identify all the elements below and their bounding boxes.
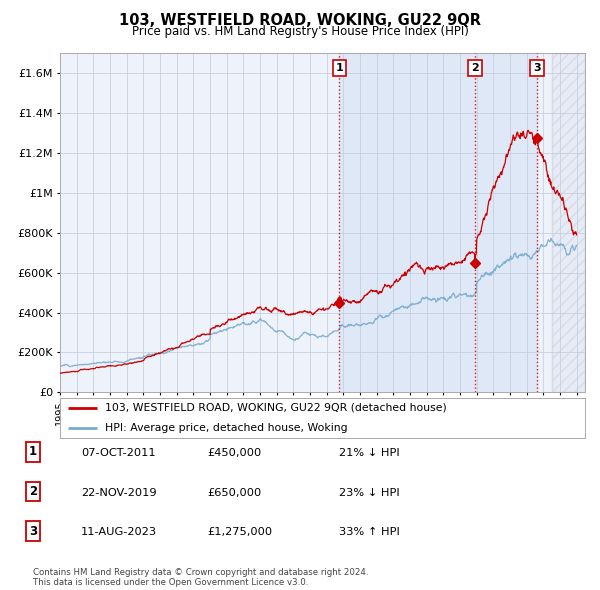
Text: 3: 3 xyxy=(533,63,541,73)
Text: 1: 1 xyxy=(335,63,343,73)
Text: 1: 1 xyxy=(29,445,37,458)
Text: 3: 3 xyxy=(29,525,37,537)
Text: £650,000: £650,000 xyxy=(207,488,261,498)
Text: Price paid vs. HM Land Registry's House Price Index (HPI): Price paid vs. HM Land Registry's House … xyxy=(131,25,469,38)
Text: 33% ↑ HPI: 33% ↑ HPI xyxy=(339,527,400,537)
Text: 11-AUG-2023: 11-AUG-2023 xyxy=(81,527,157,537)
Text: 103, WESTFIELD ROAD, WOKING, GU22 9QR (detached house): 103, WESTFIELD ROAD, WOKING, GU22 9QR (d… xyxy=(104,403,446,412)
Bar xyxy=(551,53,585,392)
Text: 21% ↓ HPI: 21% ↓ HPI xyxy=(339,448,400,458)
Text: 23% ↓ HPI: 23% ↓ HPI xyxy=(339,488,400,498)
Text: 22-NOV-2019: 22-NOV-2019 xyxy=(81,488,157,498)
Text: 2: 2 xyxy=(471,63,479,73)
Text: £1,275,000: £1,275,000 xyxy=(207,527,272,537)
Text: 07-OCT-2011: 07-OCT-2011 xyxy=(81,448,155,458)
Bar xyxy=(340,53,537,392)
Bar xyxy=(551,53,585,392)
Text: 2: 2 xyxy=(29,485,37,498)
Text: 103, WESTFIELD ROAD, WOKING, GU22 9QR: 103, WESTFIELD ROAD, WOKING, GU22 9QR xyxy=(119,13,481,28)
Text: HPI: Average price, detached house, Woking: HPI: Average price, detached house, Woki… xyxy=(104,423,347,432)
Text: £450,000: £450,000 xyxy=(207,448,261,458)
Text: Contains HM Land Registry data © Crown copyright and database right 2024.
This d: Contains HM Land Registry data © Crown c… xyxy=(33,568,368,587)
